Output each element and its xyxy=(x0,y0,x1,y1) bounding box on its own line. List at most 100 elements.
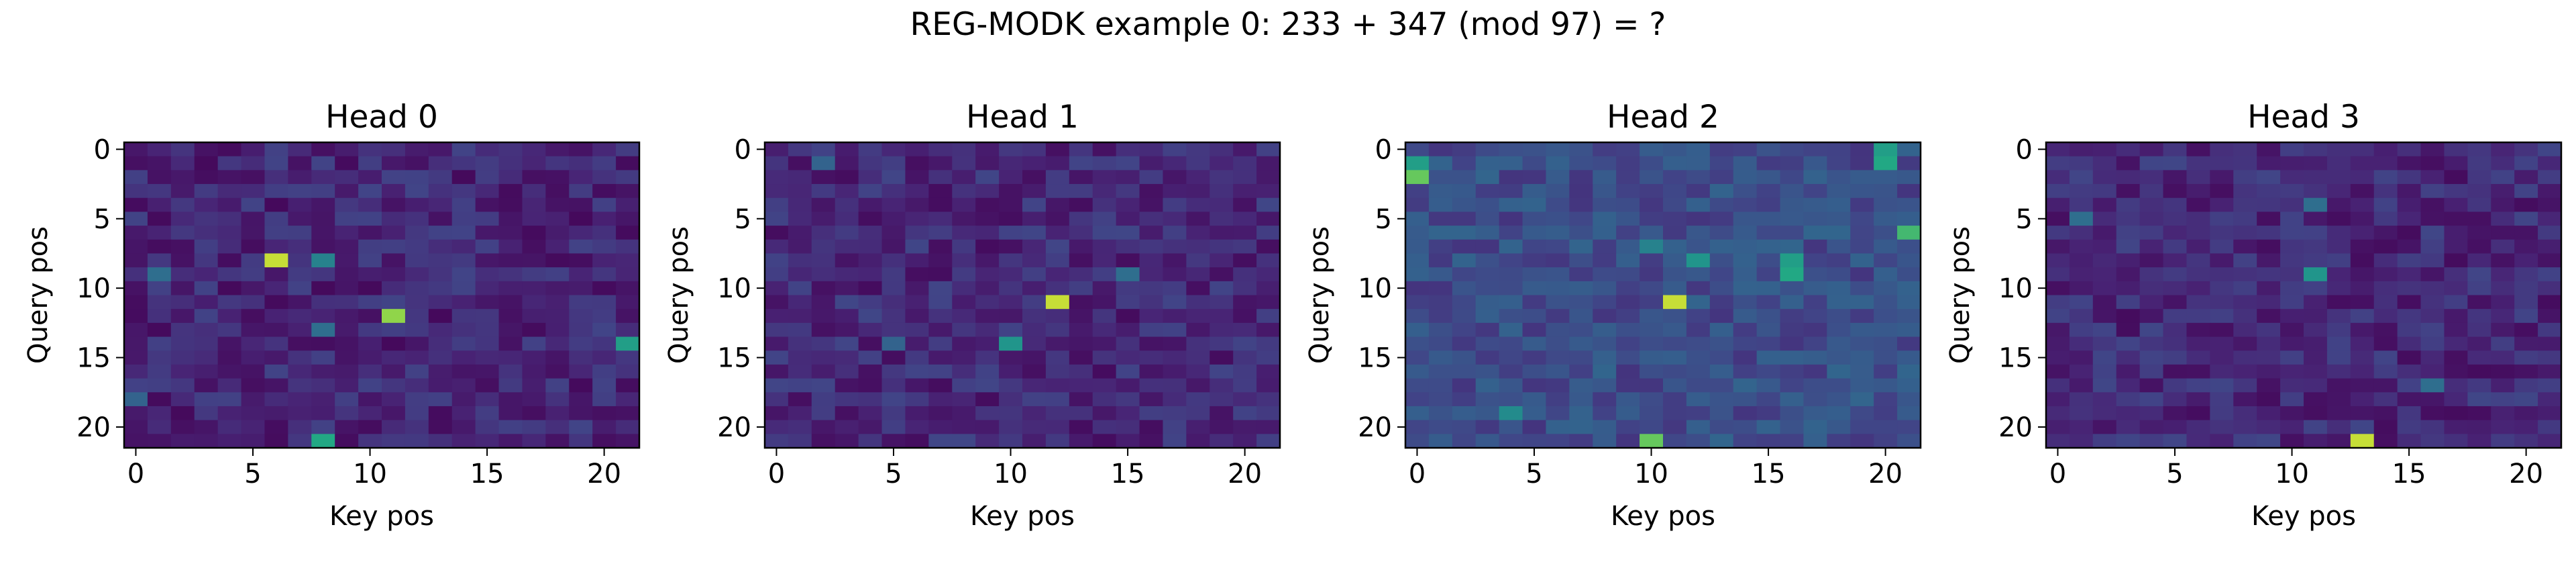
heatmap-cell xyxy=(1428,309,1453,324)
heatmap-cell xyxy=(569,420,593,434)
heatmap-cell xyxy=(1499,253,1523,268)
heatmap-cell xyxy=(451,406,476,421)
heatmap-cell xyxy=(1522,406,1547,421)
heatmap-cell xyxy=(1139,281,1164,296)
heatmap-cell xyxy=(1616,434,1640,449)
heatmap-cell xyxy=(2491,309,2515,324)
heatmap-cell xyxy=(545,184,570,199)
heatmap-cell xyxy=(545,226,570,240)
heatmap-cell xyxy=(2046,336,2070,351)
heatmap-cell xyxy=(1210,253,1234,268)
heatmap-cell xyxy=(975,142,1000,157)
heatmap-cell xyxy=(451,211,476,226)
heatmap-cell xyxy=(858,184,883,199)
heatmap-cell xyxy=(1874,336,1898,351)
heatmap-cell xyxy=(2139,309,2164,324)
heatmap-cell xyxy=(1452,309,1477,324)
heatmap-cell xyxy=(1428,226,1453,240)
heatmap-cell xyxy=(905,350,929,365)
heatmap-cell xyxy=(1139,392,1164,407)
heatmap-cell xyxy=(1733,184,1758,199)
heatmap-cell xyxy=(952,434,976,449)
heatmap-cell xyxy=(2186,226,2210,240)
heatmap-cell xyxy=(2467,350,2491,365)
heatmap-cell xyxy=(1756,420,1781,434)
heatmap-cell xyxy=(522,142,546,157)
heatmap-cell xyxy=(1709,378,1734,393)
x-axis-label: Key pos xyxy=(1611,501,1715,532)
y-tick-label: 20 xyxy=(1358,412,1392,443)
heatmap-cell xyxy=(881,420,906,434)
heatmap-cell xyxy=(1756,406,1781,421)
heatmap-cell xyxy=(858,170,883,185)
heatmap-cell xyxy=(2139,267,2164,282)
heatmap-cell xyxy=(545,336,570,351)
heatmap-cell xyxy=(1593,197,1617,213)
heatmap-cell xyxy=(2069,267,2094,282)
heatmap-cell xyxy=(1522,142,1547,157)
heatmap-cell xyxy=(217,392,242,407)
heatmap-cell xyxy=(428,267,453,282)
heatmap-cell xyxy=(1186,281,1210,296)
heatmap-cell xyxy=(592,295,616,310)
heatmap-cell xyxy=(2373,253,2398,268)
heatmap-cell xyxy=(616,322,640,338)
heatmap-cell xyxy=(2467,267,2491,282)
heatmap-cell xyxy=(1233,434,1257,449)
heatmap-cell xyxy=(858,336,883,351)
heatmap-cell xyxy=(335,253,359,268)
heatmap-cell xyxy=(170,434,195,449)
heatmap-cell xyxy=(1233,350,1257,365)
heatmap-cell xyxy=(2538,392,2562,407)
heatmap-cell xyxy=(405,295,429,310)
heatmap-cell xyxy=(451,267,476,282)
heatmap-cell xyxy=(2514,170,2538,185)
heatmap-cell xyxy=(2210,211,2234,226)
heatmap-cell xyxy=(1827,239,1851,254)
heatmap-cell xyxy=(765,239,789,254)
heatmap-cell xyxy=(1756,281,1781,296)
heatmap-cell xyxy=(2139,350,2164,365)
heatmap-cell xyxy=(2397,406,2422,421)
heatmap-cell xyxy=(1210,420,1234,434)
heatmap-cell xyxy=(1045,434,1070,449)
heatmap-cell xyxy=(2280,392,2304,407)
heatmap-cell xyxy=(2304,197,2328,213)
heatmap-cell xyxy=(358,392,382,407)
heatmap-cell xyxy=(2444,156,2468,171)
heatmap-cell xyxy=(592,434,616,449)
heatmap-cell xyxy=(1546,350,1570,365)
heatmap-cell xyxy=(1022,406,1046,421)
heatmap-cell xyxy=(194,170,219,185)
heatmap-cell xyxy=(1163,434,1187,449)
heatmap-cell xyxy=(1663,406,1687,421)
heatmap-cell xyxy=(1210,281,1234,296)
heatmap-cell xyxy=(1022,281,1046,296)
heatmap-cell xyxy=(2444,295,2468,310)
heatmap-cell xyxy=(2538,322,2562,338)
heatmap-cell xyxy=(194,267,219,282)
heatmap-cell xyxy=(241,156,266,171)
heatmap-cell xyxy=(1616,253,1640,268)
heatmap-cell xyxy=(2467,378,2491,393)
heatmap-cell xyxy=(2304,211,2328,226)
heatmap-cell xyxy=(170,406,195,421)
heatmap-cell xyxy=(2163,309,2188,324)
heatmap-cell xyxy=(1686,350,1711,365)
heatmap-cell xyxy=(2163,406,2188,421)
heatmap-cell xyxy=(2163,184,2188,199)
heatmap-cell xyxy=(358,309,382,324)
heatmap-cell xyxy=(2420,184,2445,199)
heatmap-cell xyxy=(1499,156,1523,171)
heatmap-cell xyxy=(2186,336,2210,351)
heatmap-cell xyxy=(2491,420,2515,434)
heatmap-cell xyxy=(1022,211,1046,226)
heatmap-cell xyxy=(1756,378,1781,393)
heatmap-cell xyxy=(1405,406,1430,421)
heatmap-cell xyxy=(1452,184,1477,199)
heatmap-cell xyxy=(1452,211,1477,226)
heatmap-cell xyxy=(975,156,1000,171)
heatmap-cell xyxy=(311,142,335,157)
heatmap-cell xyxy=(264,295,288,310)
